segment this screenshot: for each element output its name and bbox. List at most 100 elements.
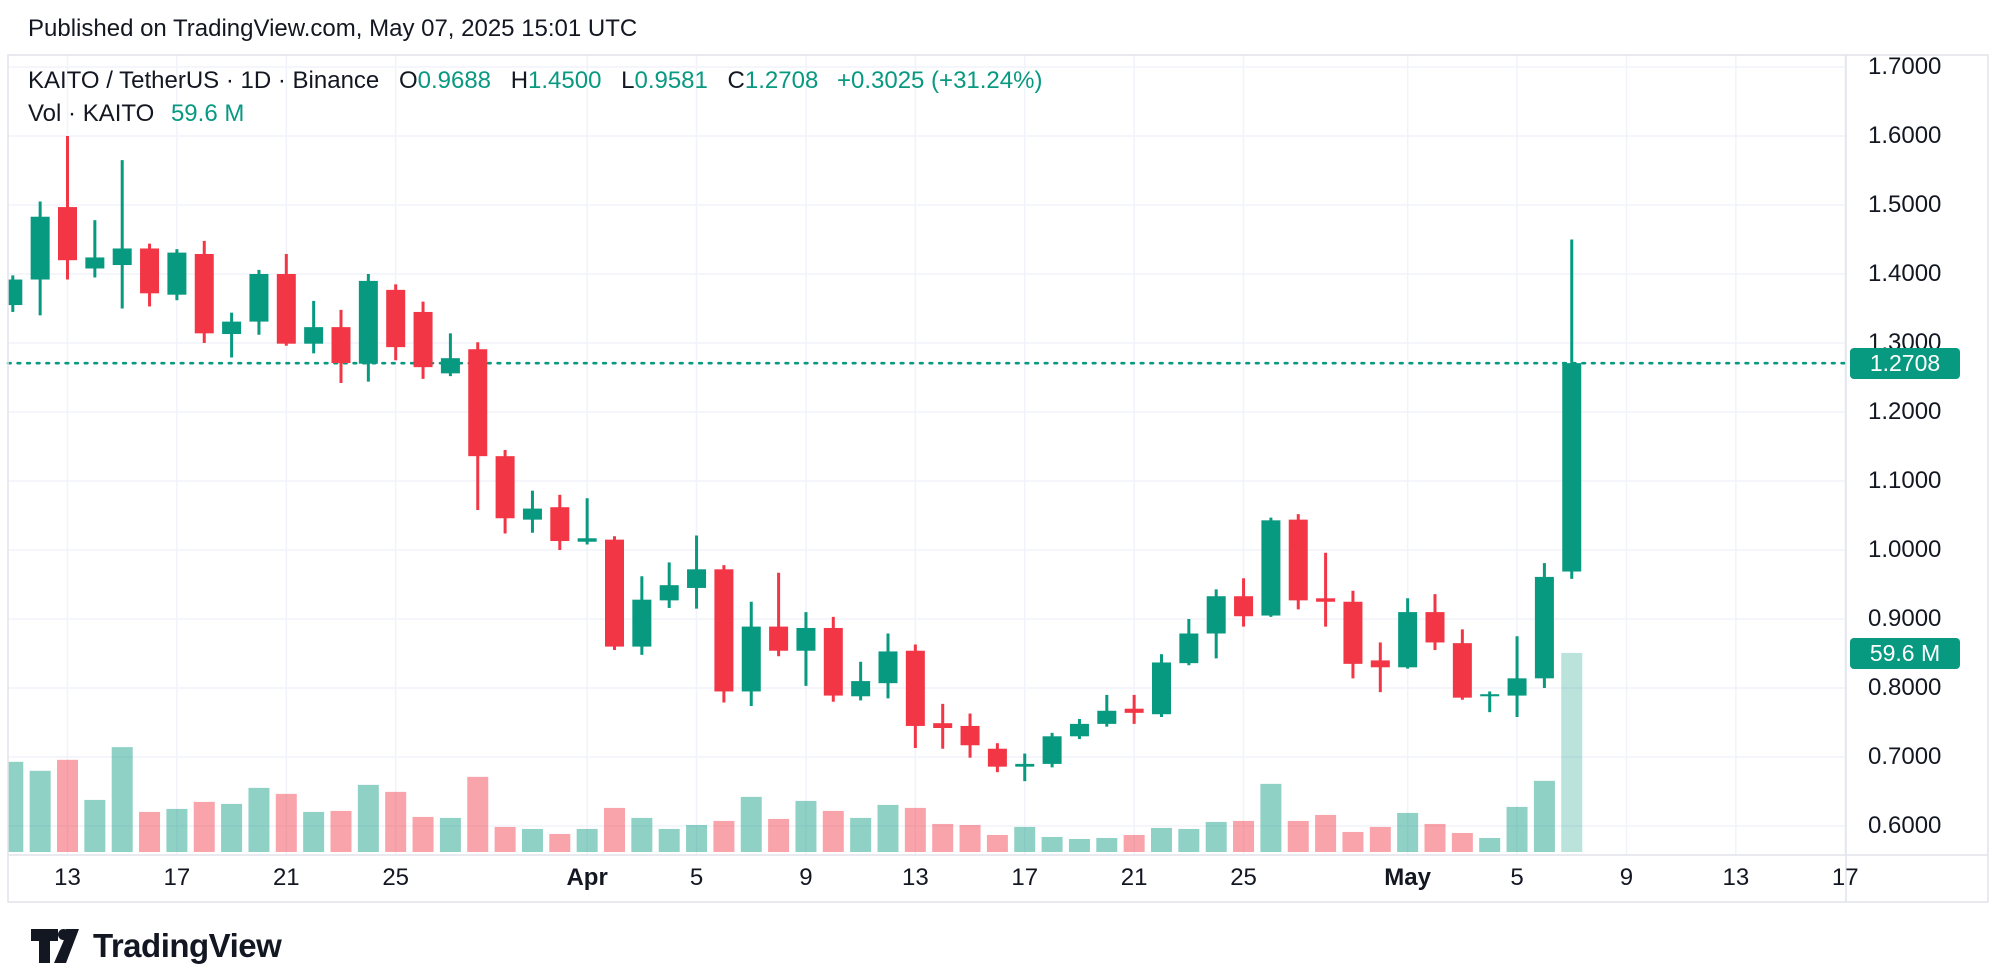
volume-bar-Mar-31[interactable] bbox=[549, 833, 571, 852]
candle-Apr-15[interactable] bbox=[960, 713, 980, 758]
volume-bar-Apr-11[interactable] bbox=[850, 817, 872, 852]
candle-Mar-12[interactable] bbox=[30, 201, 50, 316]
volume-bar-Apr-26[interactable] bbox=[1260, 783, 1282, 852]
volume-bar-Apr-24[interactable] bbox=[1205, 821, 1227, 852]
volume-bar-Mar-16[interactable] bbox=[139, 811, 161, 852]
volume-bar-Mar-13[interactable] bbox=[57, 759, 78, 852]
volume-bar-Mar-29[interactable] bbox=[494, 826, 516, 852]
volume-bar-Apr-27[interactable] bbox=[1287, 820, 1309, 852]
volume-bar-Mar-27[interactable] bbox=[439, 817, 461, 852]
candle-May-5[interactable] bbox=[1507, 636, 1527, 717]
candle-Apr-4[interactable] bbox=[659, 562, 679, 608]
volume-bar-Apr-25[interactable] bbox=[1233, 820, 1255, 852]
candle-May-1[interactable] bbox=[1398, 598, 1418, 669]
candle-Apr-14[interactable] bbox=[933, 703, 953, 749]
candle-May-2[interactable] bbox=[1425, 594, 1445, 651]
volume-bar-Apr-10[interactable] bbox=[822, 810, 844, 852]
tradingview-logo[interactable]: TradingView bbox=[30, 924, 282, 968]
candle-Apr-26[interactable] bbox=[1261, 517, 1281, 617]
candle-Mar-28[interactable] bbox=[468, 342, 488, 510]
volume-bar-Apr-2[interactable] bbox=[604, 807, 625, 852]
candle-Apr-6[interactable] bbox=[714, 565, 734, 703]
volume-bar-Apr-22[interactable] bbox=[1151, 827, 1172, 852]
candle-Mar-15[interactable] bbox=[112, 160, 132, 309]
volume-bar-Apr-30[interactable] bbox=[1369, 826, 1391, 852]
volume-bar-Mar-19[interactable] bbox=[221, 803, 243, 852]
volume-bar-Apr-4[interactable] bbox=[658, 828, 680, 852]
candle-Apr-22[interactable] bbox=[1152, 654, 1171, 717]
candle-May-7[interactable] bbox=[1562, 239, 1582, 579]
candle-Mar-27[interactable] bbox=[440, 333, 460, 377]
volume-bar-Mar-22[interactable] bbox=[303, 811, 325, 852]
candle-Apr-7[interactable] bbox=[741, 601, 761, 706]
candle-Mar-25[interactable] bbox=[386, 284, 406, 361]
volume-bar-Mar-18[interactable] bbox=[193, 801, 215, 852]
volume-bar-Apr-13[interactable] bbox=[904, 807, 926, 852]
volume-bar-Apr-6[interactable] bbox=[713, 820, 735, 852]
volume-bar-Mar-20[interactable] bbox=[248, 787, 270, 852]
volume-bar-Mar-24[interactable] bbox=[357, 784, 379, 852]
volume-bar-Apr-15[interactable] bbox=[959, 824, 981, 852]
candle-Apr-17[interactable] bbox=[1015, 753, 1035, 782]
volume-bar-Apr-17[interactable] bbox=[1014, 826, 1036, 852]
volume-bar-Apr-23[interactable] bbox=[1178, 828, 1200, 852]
candle-Apr-23[interactable] bbox=[1179, 619, 1199, 666]
candle-Mar-13[interactable] bbox=[58, 136, 77, 280]
candle-Mar-16[interactable] bbox=[140, 243, 160, 307]
candle-Apr-24[interactable] bbox=[1206, 589, 1226, 659]
volume-bar-Mar-14[interactable] bbox=[84, 799, 106, 852]
volume-bar-Mar-11[interactable] bbox=[2, 761, 24, 852]
candle-Apr-18[interactable] bbox=[1042, 732, 1062, 768]
candle-Mar-29[interactable] bbox=[495, 449, 515, 534]
candle-Mar-14[interactable] bbox=[85, 220, 105, 278]
volume-bar-Mar-30[interactable] bbox=[521, 828, 543, 852]
volume-bar-May-1[interactable] bbox=[1397, 812, 1419, 852]
volume-bar-May-4[interactable] bbox=[1479, 837, 1501, 852]
candle-Mar-24[interactable] bbox=[358, 274, 378, 382]
candle-Mar-17[interactable] bbox=[167, 249, 187, 301]
volume-bar-Apr-18[interactable] bbox=[1041, 836, 1063, 852]
candle-Apr-12[interactable] bbox=[878, 633, 898, 699]
candle-May-3[interactable] bbox=[1452, 629, 1472, 700]
volume-bar-May-2[interactable] bbox=[1424, 823, 1446, 852]
volume-bar-Apr-19[interactable] bbox=[1068, 838, 1090, 852]
volume-bar-Mar-26[interactable] bbox=[412, 816, 434, 852]
candle-Apr-25[interactable] bbox=[1234, 578, 1254, 627]
volume-bar-Mar-25[interactable] bbox=[385, 791, 407, 852]
volume-bar-Apr-8[interactable] bbox=[768, 818, 790, 852]
volume-bar-Apr-28[interactable] bbox=[1315, 814, 1337, 852]
candle-Apr-27[interactable] bbox=[1288, 514, 1308, 610]
volume-bar-May-7[interactable] bbox=[1561, 652, 1583, 852]
candle-Mar-21[interactable] bbox=[276, 253, 296, 346]
candle-Mar-22[interactable] bbox=[304, 300, 324, 354]
volume-bar-Apr-21[interactable] bbox=[1123, 834, 1145, 852]
candle-Apr-30[interactable] bbox=[1370, 642, 1390, 693]
candle-Apr-29[interactable] bbox=[1343, 590, 1363, 679]
candle-Apr-11[interactable] bbox=[851, 661, 871, 701]
volume-bar-Apr-12[interactable] bbox=[877, 804, 899, 852]
volume-bar-Mar-21[interactable] bbox=[275, 793, 297, 852]
volume-bar-Apr-29[interactable] bbox=[1342, 831, 1364, 852]
candle-Apr-19[interactable] bbox=[1069, 719, 1089, 740]
candle-Apr-9[interactable] bbox=[796, 612, 816, 686]
candle-Apr-20[interactable] bbox=[1097, 694, 1117, 727]
candle-Mar-26[interactable] bbox=[413, 301, 433, 379]
volume-bar-Apr-3[interactable] bbox=[631, 817, 653, 852]
volume-bar-Apr-16[interactable] bbox=[986, 834, 1008, 852]
volume-bar-Apr-7[interactable] bbox=[740, 796, 762, 852]
volume-bar-Apr-9[interactable] bbox=[795, 800, 817, 852]
volume-bar-May-6[interactable] bbox=[1533, 780, 1555, 852]
volume-bar-May-3[interactable] bbox=[1451, 832, 1473, 852]
volume-bar-Mar-15[interactable] bbox=[111, 747, 133, 852]
volume-bar-Apr-5[interactable] bbox=[686, 824, 708, 852]
candle-Mar-20[interactable] bbox=[249, 269, 269, 335]
candle-Mar-31[interactable] bbox=[550, 494, 570, 550]
candle-Apr-3[interactable] bbox=[632, 576, 652, 655]
volume-bar-Mar-28[interactable] bbox=[467, 776, 489, 852]
candle-May-6[interactable] bbox=[1534, 563, 1554, 688]
candle-Mar-30[interactable] bbox=[522, 490, 542, 533]
candle-Apr-10[interactable] bbox=[823, 616, 843, 702]
candle-Mar-11[interactable] bbox=[3, 275, 23, 312]
volume-bar-Mar-17[interactable] bbox=[166, 808, 188, 852]
